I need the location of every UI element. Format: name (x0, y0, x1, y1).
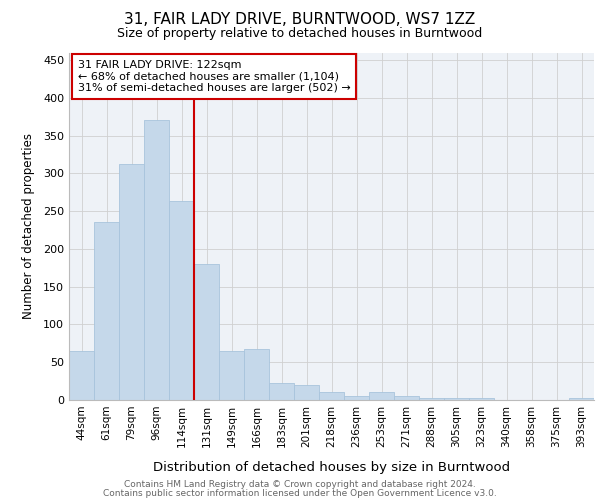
Text: Contains HM Land Registry data © Crown copyright and database right 2024.: Contains HM Land Registry data © Crown c… (124, 480, 476, 489)
Bar (69, 351, 94, 400)
Bar (469, 398, 494, 400)
Text: 31, FAIR LADY DRIVE, BURNTWOOD, WS7 1ZZ: 31, FAIR LADY DRIVE, BURNTWOOD, WS7 1ZZ (124, 12, 476, 28)
Bar (169, 202, 194, 400)
Bar (219, 351, 244, 400)
Bar (269, 384, 294, 400)
Bar (444, 398, 469, 400)
Bar (569, 398, 594, 400)
Bar (119, 164, 144, 400)
Bar (319, 392, 344, 400)
Bar (344, 396, 369, 400)
Bar (419, 398, 444, 400)
Text: Size of property relative to detached houses in Burntwood: Size of property relative to detached ho… (118, 28, 482, 40)
Bar (194, 264, 219, 400)
Bar (144, 120, 169, 400)
Text: 31 FAIR LADY DRIVE: 122sqm
← 68% of detached houses are smaller (1,104)
31% of s: 31 FAIR LADY DRIVE: 122sqm ← 68% of deta… (78, 60, 350, 94)
Bar (244, 348, 269, 400)
Text: Contains public sector information licensed under the Open Government Licence v3: Contains public sector information licen… (103, 490, 497, 498)
Bar (294, 385, 319, 400)
Bar (369, 392, 394, 400)
X-axis label: Distribution of detached houses by size in Burntwood: Distribution of detached houses by size … (153, 461, 510, 474)
Bar (394, 396, 419, 400)
Y-axis label: Number of detached properties: Number of detached properties (22, 133, 35, 320)
Bar (94, 222, 119, 400)
